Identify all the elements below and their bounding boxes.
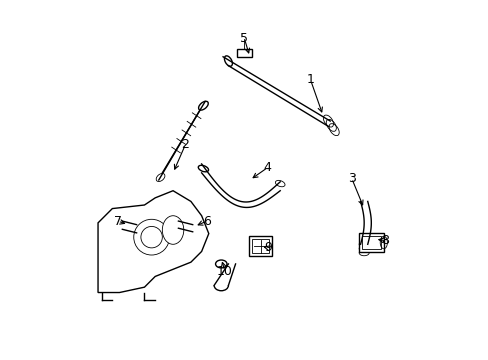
Text: 2: 2 [181,138,189,151]
PathPatch shape [98,191,208,293]
Text: 7: 7 [113,215,122,228]
Text: 8: 8 [381,234,389,247]
Text: 4: 4 [263,161,271,174]
Bar [358,233,383,252]
Text: 10: 10 [217,265,232,278]
Text: 6: 6 [203,215,210,228]
Text: 5: 5 [240,32,248,45]
Bar [237,49,251,57]
Text: 3: 3 [347,172,355,185]
Bar [361,236,380,249]
Text: 9: 9 [263,241,271,255]
Text: 1: 1 [306,73,314,86]
Bar [251,239,268,253]
Ellipse shape [162,216,183,244]
Bar [248,236,272,256]
